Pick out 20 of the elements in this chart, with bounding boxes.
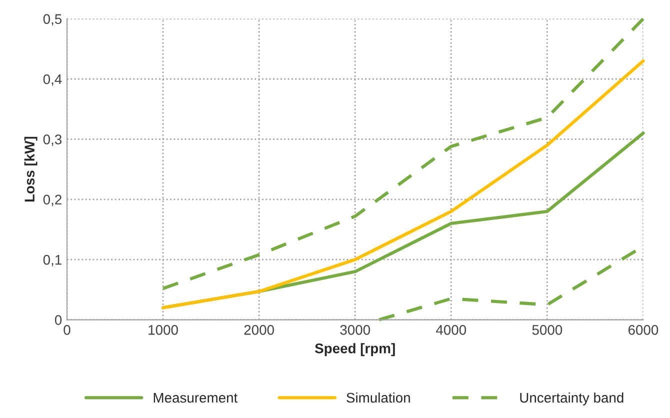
x-tick-label: 3000 [340, 325, 370, 335]
legend-label: Measurement [154, 392, 238, 403]
y-tick-label: 0,4 [43, 74, 62, 86]
y-tick-label: 0,3 [43, 134, 62, 146]
y-tick-label: 0,2 [43, 194, 62, 206]
x-tick-label: 0 [64, 325, 70, 335]
x-tick-label: 5000 [532, 325, 562, 335]
y-tick-label: 0,5 [43, 14, 62, 26]
y-axis-title: Loss [kW] [24, 136, 38, 202]
legend-label: Simulation [346, 392, 410, 403]
line-series [161, 59, 645, 310]
x-tick-label: 4000 [436, 325, 466, 335]
y-tick-label: 0 [54, 315, 62, 325]
x-axis-title: Speed [rpm] [314, 343, 395, 356]
x-tick-label: 6000 [628, 325, 658, 335]
line-series [161, 17, 645, 290]
x-tick-label: 2000 [244, 325, 274, 335]
x-tick-label: 1000 [148, 325, 178, 335]
legend-label: Uncertainty band [520, 392, 624, 406]
y-tick-label: 0,1 [43, 254, 62, 266]
